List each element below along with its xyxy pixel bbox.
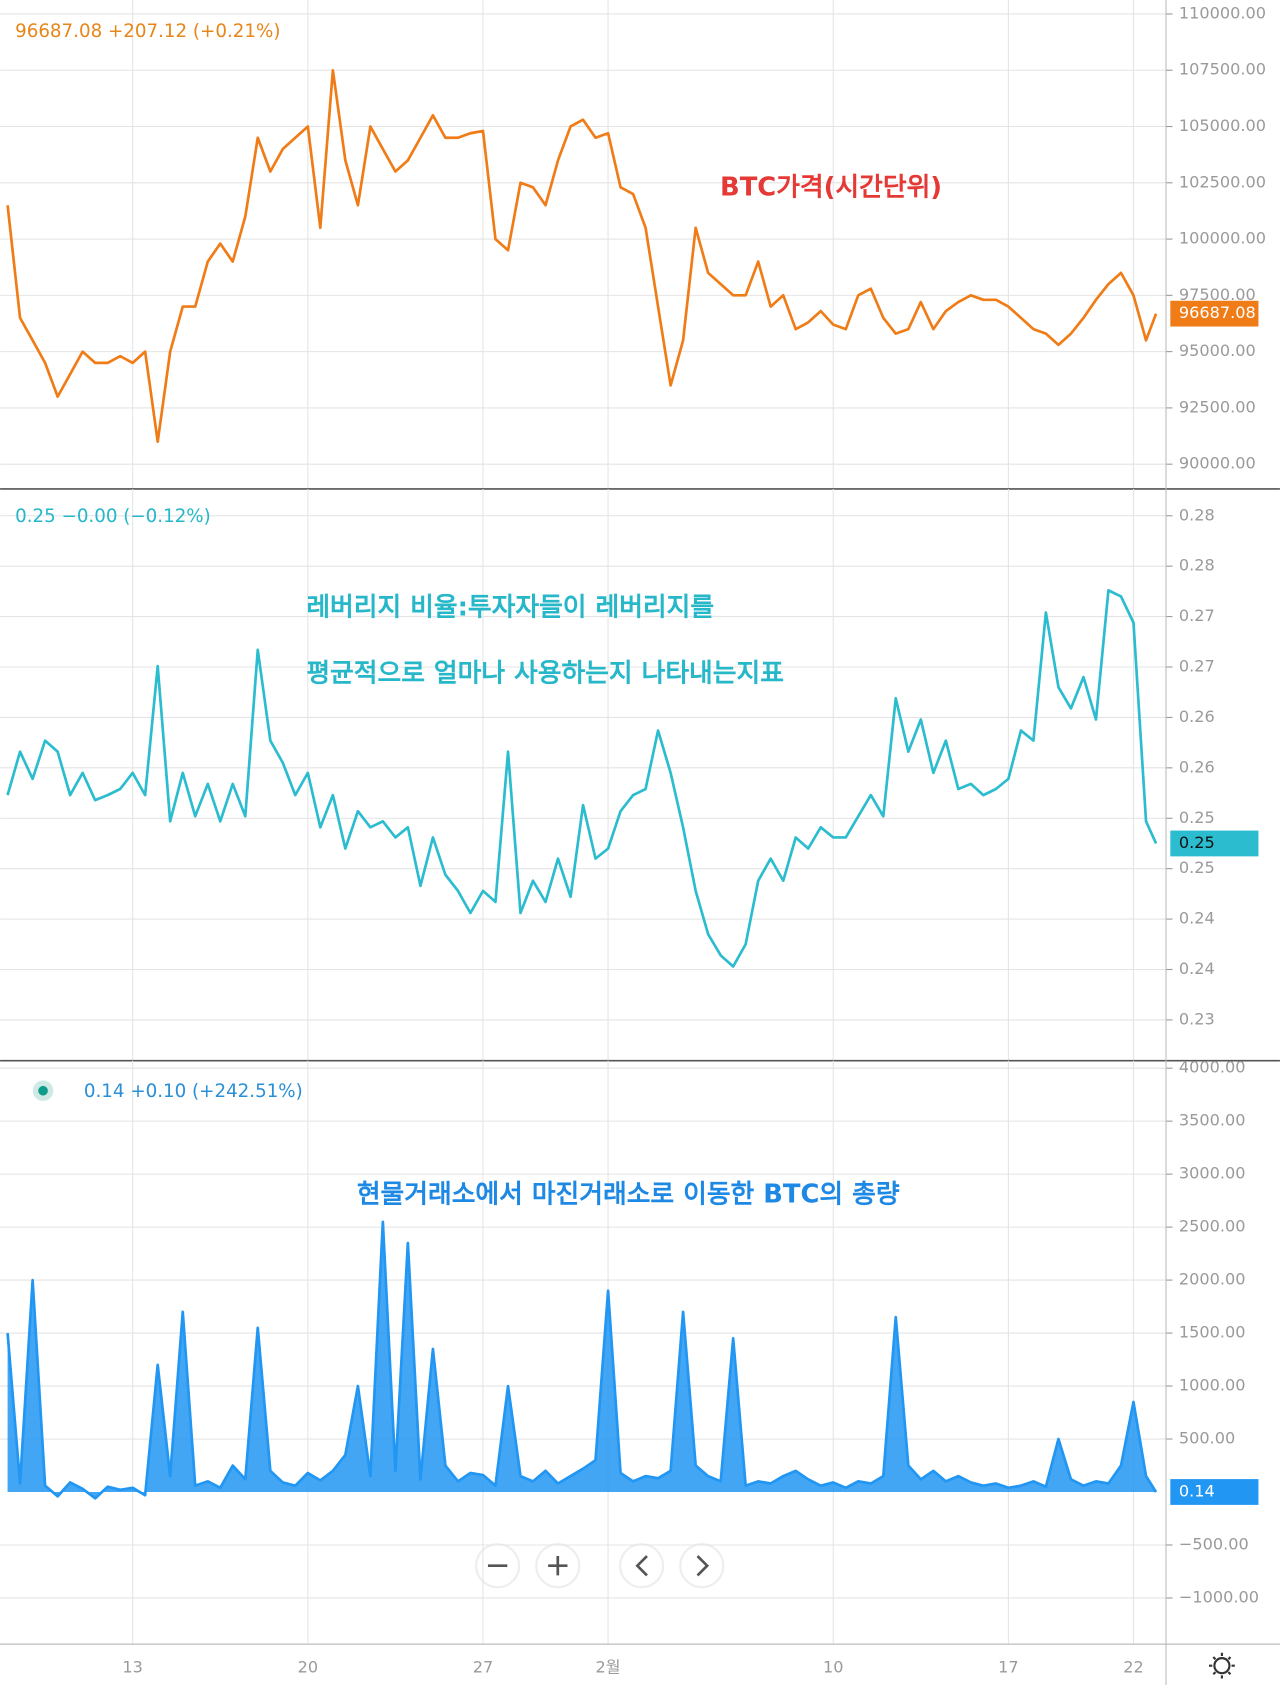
legend-header: 0.14 +0.10 (+242.51%) — [84, 1081, 303, 1102]
y-tick-label: 2000.00 — [1179, 1270, 1246, 1289]
y-tick-label: 3000.00 — [1179, 1164, 1246, 1183]
y-tick-label: 92500.00 — [1179, 397, 1256, 416]
y-tick-label: −500.00 — [1179, 1534, 1249, 1553]
y-tick-label: −1000.00 — [1179, 1587, 1259, 1606]
y-tick-label: 0.23 — [1179, 1009, 1215, 1028]
x-tick-label: 13 — [122, 1657, 143, 1676]
y-tick-label: 105000.00 — [1179, 116, 1266, 135]
y-tick-label: 1500.00 — [1179, 1323, 1246, 1342]
y-tick-label: 0.28 — [1179, 556, 1215, 575]
x-tick-label: 20 — [298, 1657, 319, 1676]
legend-header: 96687.08 +207.12 (+0.21%) — [15, 21, 280, 42]
y-tick-label: 0.26 — [1179, 707, 1215, 726]
line — [6, 589, 1158, 968]
legend-dot — [32, 1080, 54, 1101]
y-tick-label: 97500.00 — [1179, 285, 1256, 304]
labels: 90000.00 92500.00 95000.00 97500.00 100000.0… — [15, 3, 1266, 1676]
last-value-box — [1170, 1479, 1259, 1505]
icon — [548, 1556, 568, 1576]
gear-teeth — [1209, 1652, 1235, 1679]
scroll-left[interactable] — [619, 1543, 665, 1589]
y-tick-label: 0.24 — [1179, 909, 1215, 928]
y-tick-label: 2500.00 — [1179, 1217, 1246, 1236]
x-tick-label: 17 — [998, 1657, 1018, 1676]
y-tick-label: 0.24 — [1179, 959, 1215, 978]
y-tick-label: 0.25 — [1179, 858, 1215, 877]
y-tick-label: 0.27 — [1179, 606, 1215, 625]
y-tick-label: 107500.00 — [1179, 60, 1266, 79]
icon — [696, 1555, 710, 1577]
y-tick-label: 100000.00 — [1179, 229, 1266, 248]
y-tick-label: 0.25 — [1179, 808, 1215, 827]
x-tick-label: 10 — [823, 1657, 844, 1676]
scroll-right[interactable] — [679, 1543, 725, 1589]
icon — [635, 1555, 648, 1577]
last-value-label: 96687.08 — [1179, 303, 1256, 322]
line — [6, 1220, 1158, 1500]
gear — [1213, 1657, 1231, 1675]
x-tick-label: 27 — [473, 1657, 494, 1676]
settings[interactable] — [1209, 1652, 1235, 1679]
y-tick-label: 4000.00 — [1179, 1058, 1246, 1077]
last-value-box — [1170, 300, 1259, 327]
y-tick-label: 95000.00 — [1179, 341, 1256, 360]
y-tick-label: 102500.00 — [1179, 172, 1266, 191]
y-tick-label: 0.28 — [1179, 505, 1215, 524]
last-value-label: 0.14 — [1179, 1481, 1215, 1500]
marks — [6, 68, 1158, 1500]
y-tick-label: 110000.00 — [1179, 3, 1266, 22]
y-tick-label: 500.00 — [1179, 1429, 1235, 1448]
y-tick-label: 0.26 — [1179, 757, 1215, 776]
annotation: 현물거래소에서 마진거래소로 이동한 BTC의 총량 — [357, 1179, 900, 1209]
line — [6, 68, 1158, 444]
last-value-box — [1170, 830, 1259, 857]
x-tick-label: 22 — [1123, 1657, 1144, 1676]
legend-header: 0.25 −0.00 (−0.12%) — [15, 506, 211, 527]
last-value-label: 0.25 — [1179, 833, 1215, 852]
y-tick-label: 3500.00 — [1179, 1111, 1246, 1130]
x-tick-label: 2월 — [596, 1657, 621, 1676]
y-tick-label: 0.27 — [1179, 657, 1215, 676]
annotation: 레버리지 비율:투자자들이 레버리지를 — [306, 593, 714, 623]
annotation: 평균적으로 얼마나 사용하는지 나타내는지표 — [306, 658, 784, 688]
y-tick-label: 1000.00 — [1179, 1376, 1246, 1395]
nav-buttons — [475, 1543, 725, 1589]
y-tick-label: 90000.00 — [1179, 454, 1256, 473]
annotation: BTC가격(시간단위) — [720, 173, 942, 203]
